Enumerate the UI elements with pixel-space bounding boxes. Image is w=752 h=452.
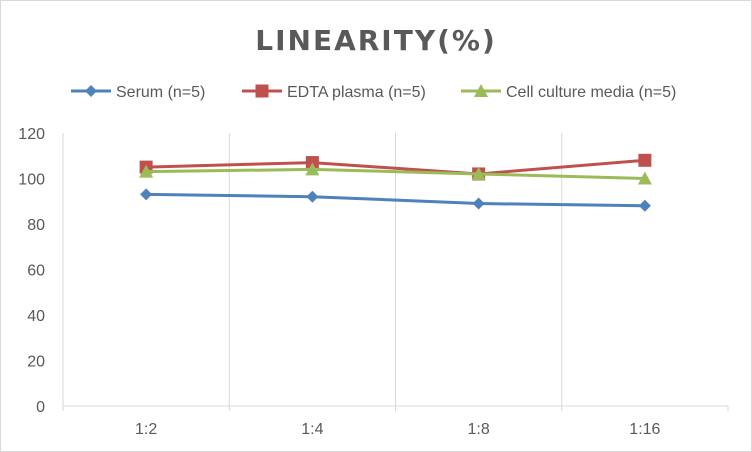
- data-point: [638, 199, 651, 212]
- legend-label: EDTA plasma (n=5): [287, 84, 426, 101]
- data-point: [472, 197, 485, 210]
- data-point: [637, 171, 652, 185]
- legend-item: Serum (n=5): [71, 84, 205, 101]
- x-tick-label: 1:4: [301, 421, 323, 438]
- series-0: [140, 188, 651, 212]
- series-line: [146, 192, 645, 208]
- data-point: [471, 166, 486, 180]
- x-tick-label: 1:8: [468, 421, 490, 438]
- legend-marker: [255, 84, 269, 98]
- data-point: [638, 153, 652, 167]
- data-point: [306, 190, 319, 203]
- y-tick-label: 40: [27, 308, 45, 325]
- legend-label: Cell culture media (n=5): [506, 84, 676, 101]
- y-tick-label: 20: [27, 354, 45, 371]
- series-line: [146, 167, 645, 180]
- legend-item: EDTA plasma (n=5): [242, 84, 426, 101]
- legend-marker: [474, 84, 488, 97]
- y-tick-label: 120: [18, 126, 45, 143]
- legend-label: Serum (n=5): [116, 84, 205, 101]
- legend-marker: [85, 85, 97, 97]
- data-point: [139, 164, 154, 178]
- y-tick-label: 0: [36, 399, 45, 416]
- data-point: [140, 188, 153, 201]
- series-layer: [139, 153, 652, 212]
- x-tick-label: 1:2: [135, 421, 157, 438]
- series-line: [146, 158, 645, 176]
- data-point: [305, 162, 320, 176]
- y-tick-label: 100: [18, 172, 45, 189]
- y-tick-label: 80: [27, 217, 45, 234]
- x-tick-label: 1:16: [629, 421, 660, 438]
- grid: [228, 133, 563, 406]
- legend: Serum (n=5) EDTA plasma (n=5) Cell culture…: [71, 84, 676, 101]
- y-tick-label: 60: [27, 263, 45, 280]
- series-2: [139, 162, 652, 185]
- axes: 0 20 40 60 80 100 120 1:2 1:4 1:8 1:16: [18, 126, 729, 438]
- chart-title: LINEARITY(%): [255, 24, 497, 57]
- legend-item: Cell culture media (n=5): [461, 84, 676, 101]
